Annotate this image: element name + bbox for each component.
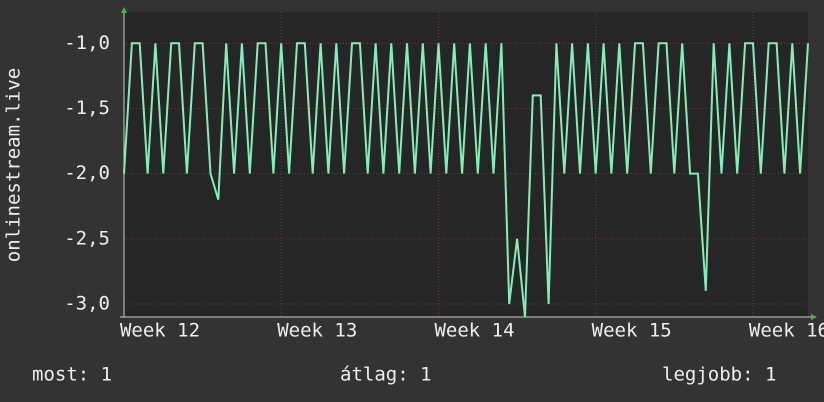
y-tick-label: -2,5 (64, 227, 110, 249)
footer-text: most: 1 (32, 364, 112, 386)
axis-arrow (121, 7, 127, 13)
y-tick-label: -1,5 (64, 97, 110, 119)
axis-arrow (811, 314, 817, 320)
footer-text: legjobb: 1 (662, 364, 776, 386)
y-axis-label: onlinestream.live (3, 68, 25, 262)
y-tick-label: -1,0 (64, 32, 110, 54)
x-tick-label: Week 12 (120, 320, 200, 342)
x-tick-label: Week 14 (434, 320, 514, 342)
plot-area (124, 12, 808, 317)
x-tick-label: Week 15 (592, 320, 672, 342)
footer-text: átlag: 1 (340, 364, 432, 386)
y-tick-label: -2,0 (64, 162, 110, 184)
x-tick-label: Week 13 (277, 320, 357, 342)
data-line (123, 42, 809, 318)
y-tick-label: -3,0 (64, 292, 110, 314)
x-tick-label: Week 16 (749, 320, 824, 342)
